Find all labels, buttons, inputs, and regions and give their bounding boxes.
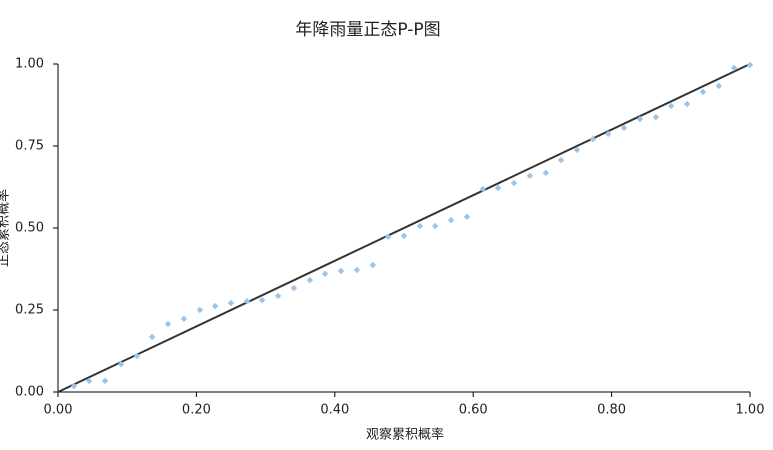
x-tick-label: 0.60 bbox=[459, 403, 488, 418]
reference-line bbox=[57, 63, 751, 393]
point bbox=[557, 156, 565, 164]
point bbox=[211, 302, 219, 310]
point bbox=[652, 113, 660, 121]
point bbox=[715, 82, 723, 90]
x-axis-label: 观察累积概率 bbox=[366, 427, 444, 443]
point bbox=[494, 184, 502, 192]
point bbox=[196, 306, 204, 314]
point bbox=[400, 232, 408, 240]
point bbox=[180, 315, 188, 323]
chart-title: 年降雨量正态P-P图 bbox=[295, 20, 440, 40]
point bbox=[416, 222, 424, 230]
point bbox=[730, 64, 738, 72]
x-tick-label: 1.00 bbox=[736, 403, 765, 418]
point bbox=[510, 179, 518, 187]
x-tick-label: 0.80 bbox=[597, 403, 626, 418]
point bbox=[667, 102, 675, 110]
y-tick-label: 0.00 bbox=[15, 385, 44, 400]
x-tick-label: 0.00 bbox=[44, 403, 73, 418]
point bbox=[164, 320, 172, 328]
point bbox=[227, 299, 235, 307]
point bbox=[148, 333, 156, 341]
y-tick-label: 0.25 bbox=[15, 303, 44, 318]
y-tick-label: 0.75 bbox=[15, 139, 44, 154]
point bbox=[463, 213, 471, 221]
point bbox=[542, 169, 550, 177]
point bbox=[431, 222, 439, 230]
x-tick-label: 0.40 bbox=[320, 403, 349, 418]
point bbox=[243, 297, 251, 305]
y-tick-label: 1.00 bbox=[15, 57, 44, 72]
point bbox=[133, 352, 141, 360]
y-tick-label: 0.50 bbox=[15, 221, 44, 236]
point bbox=[479, 185, 487, 193]
point bbox=[274, 292, 282, 300]
point bbox=[258, 296, 266, 304]
point bbox=[699, 88, 707, 96]
point bbox=[337, 267, 345, 275]
point bbox=[746, 61, 754, 69]
point bbox=[636, 115, 644, 123]
point bbox=[321, 270, 329, 278]
point bbox=[683, 100, 691, 108]
x-tick-label: 0.20 bbox=[182, 403, 211, 418]
point bbox=[573, 146, 581, 154]
point bbox=[306, 276, 314, 284]
point bbox=[589, 135, 597, 143]
y-axis-label: 正态累积概率 bbox=[0, 189, 12, 267]
point bbox=[620, 124, 628, 132]
point bbox=[604, 130, 612, 138]
point bbox=[101, 377, 109, 385]
point bbox=[290, 284, 298, 292]
point bbox=[85, 377, 93, 385]
point bbox=[526, 172, 534, 180]
point bbox=[117, 360, 125, 368]
point bbox=[384, 233, 392, 241]
point bbox=[353, 266, 361, 274]
point bbox=[447, 216, 455, 224]
point bbox=[369, 261, 377, 269]
point bbox=[70, 382, 78, 390]
